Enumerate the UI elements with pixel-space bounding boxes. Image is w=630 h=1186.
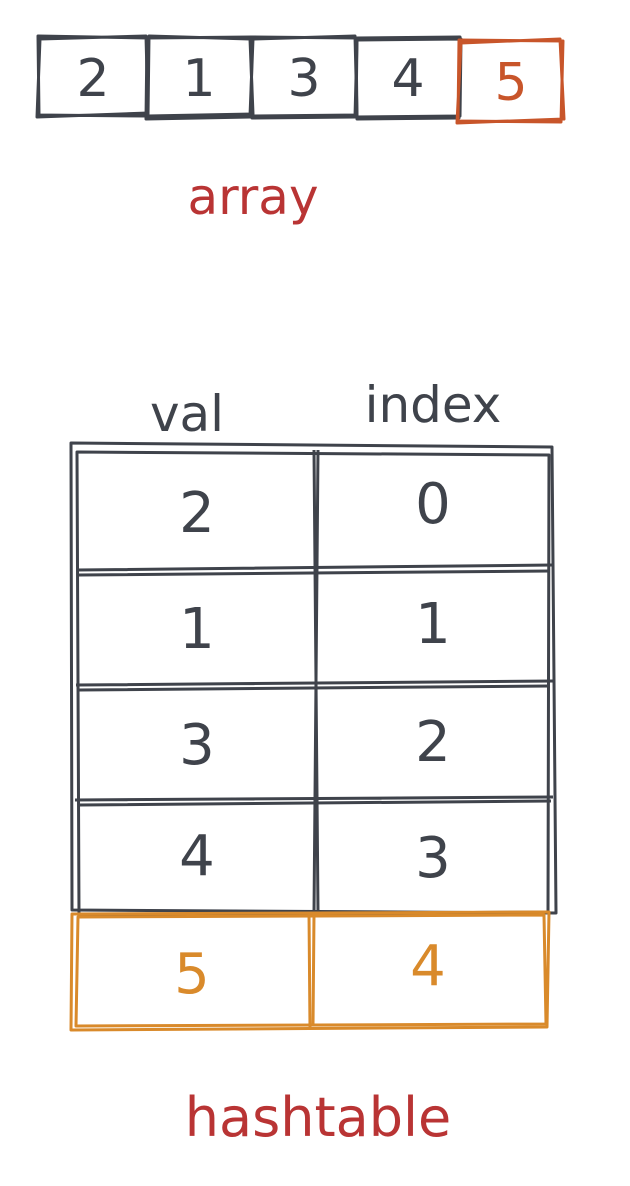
row-val: 3 [179,713,215,778]
hashtable-label: hashtable [185,1086,451,1149]
row-val: 1 [179,597,215,662]
row-index: 1 [415,592,451,657]
array-cell-value: 5 [494,53,527,113]
row-val: 2 [179,481,215,546]
table-row: 2 0 [179,472,451,546]
header-val: val [150,385,224,443]
row-index: 3 [415,826,451,891]
table-row-highlighted: 5 4 [174,934,446,1007]
hashtable-grid [69,441,558,1032]
array-cell: 3 [248,34,359,120]
array-cell-value: 1 [182,49,215,109]
table-row: 3 2 [179,710,451,778]
array-cell-highlighted: 5 [455,37,566,125]
array-label: array [187,168,318,226]
table-row: 1 1 [179,592,451,662]
array-cell: 2 [35,34,150,119]
row-index: 0 [415,472,451,537]
array-cell-value: 3 [287,49,320,109]
array-cell-value: 2 [76,49,109,109]
row-index: 2 [415,710,451,775]
array-cell: 4 [353,35,463,121]
row-index: 4 [410,934,446,999]
array-cell-value: 4 [391,49,424,109]
table-row: 4 3 [179,824,451,891]
array-diagram: 2 1 3 4 5 [35,34,566,125]
row-val: 5 [174,942,210,1007]
header-index: index [365,376,502,434]
row-val: 4 [179,824,215,889]
array-cell: 1 [144,34,255,121]
